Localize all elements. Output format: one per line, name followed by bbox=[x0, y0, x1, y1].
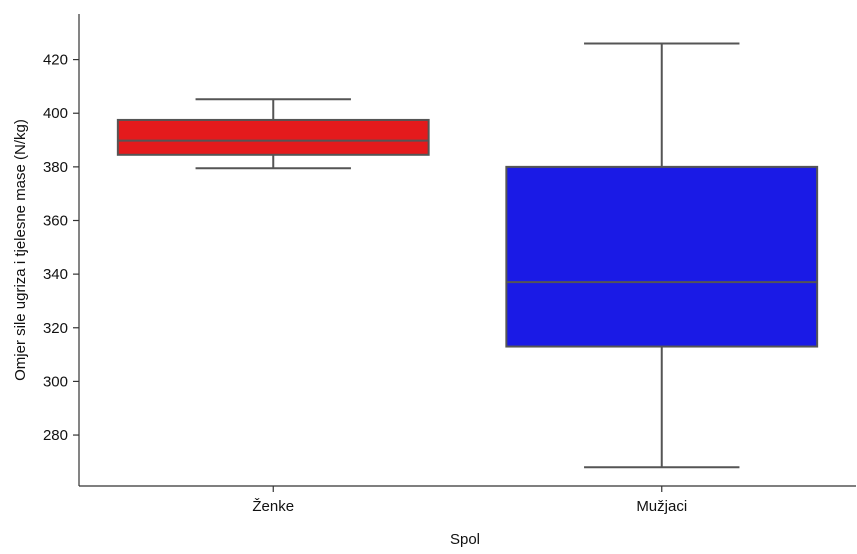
y-tick-label: 300 bbox=[43, 373, 68, 390]
y-tick-label: 340 bbox=[43, 266, 68, 283]
x-tick-label: Ženke bbox=[252, 498, 294, 515]
box-group bbox=[505, 42, 819, 469]
y-tick-label: 360 bbox=[43, 213, 68, 230]
y-axis-ticks: 280 300 320 340 360 380 400 420 bbox=[43, 52, 79, 444]
y-tick-label: 400 bbox=[43, 105, 68, 122]
box-iqr bbox=[505, 165, 819, 348]
y-tick-label: 280 bbox=[43, 427, 68, 444]
y-axis-label: Omjer sile ugriza i tjelesne mase (N/kg) bbox=[12, 119, 29, 381]
y-tick-label: 420 bbox=[43, 52, 68, 69]
box-iqr bbox=[116, 118, 430, 156]
y-tick-label: 380 bbox=[43, 159, 68, 176]
y-tick-label: 320 bbox=[43, 320, 68, 337]
x-axis-label: Spol bbox=[450, 531, 480, 548]
plot-area bbox=[116, 42, 819, 469]
box-group bbox=[116, 98, 430, 170]
x-tick-label: Mužjaci bbox=[636, 498, 687, 515]
x-axis-ticks: Ženke Mužjaci bbox=[252, 486, 687, 515]
